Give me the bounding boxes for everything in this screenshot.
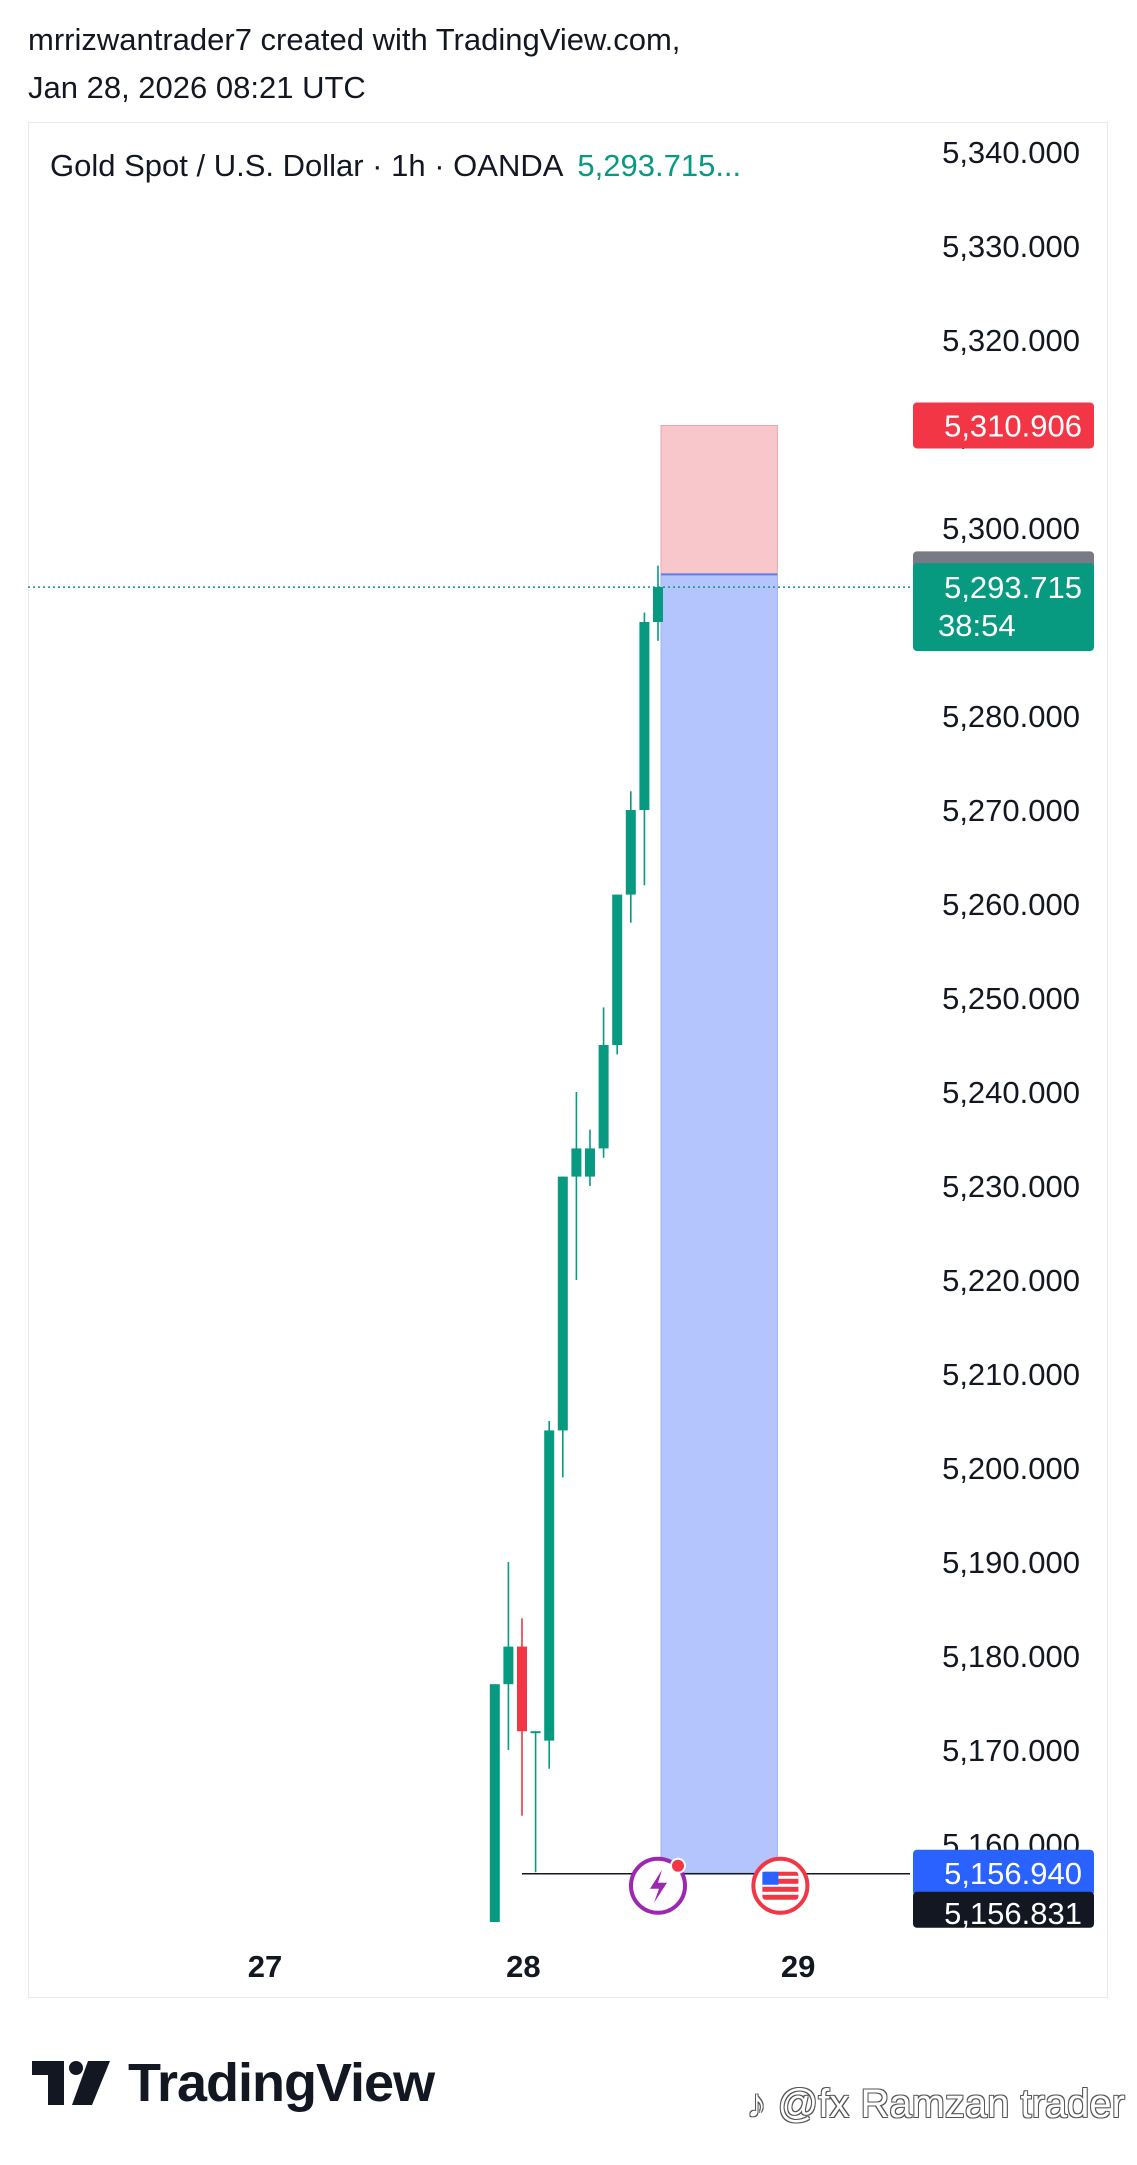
flag-stripe (762, 1883, 799, 1887)
y-axis-tick-label: 5,320.000 (942, 323, 1080, 358)
stop-loss-zone (660, 424, 778, 575)
candle-body (612, 894, 623, 1045)
flag-stripe (762, 1875, 799, 1879)
tradingview-logo: TradingView (32, 2052, 435, 2114)
y-axis-tick-label: 5,280.000 (942, 699, 1080, 734)
candles-group (489, 565, 663, 1922)
candle-body (489, 1684, 500, 1922)
y-axis-tick-label: 5,180.000 (942, 1639, 1080, 1674)
price-tag-label: 5,293.715 (944, 570, 1082, 605)
symbol-legend[interactable]: Gold Spot / U.S. Dollar · 1h · OANDA 5,29… (50, 148, 741, 184)
y-axis-tick-label: 5,330.000 (942, 229, 1080, 264)
y-axis-tick-label: 5,200.000 (942, 1451, 1080, 1486)
candle-body (585, 1148, 595, 1177)
legend-price: 5,293.715... (577, 148, 742, 183)
bar-countdown: 38:54 (938, 608, 1016, 643)
tradingview-wordmark: TradingView (128, 2053, 435, 2113)
y-axis-tick-label: 5,230.000 (942, 1169, 1080, 1204)
y-axis-tick-label: 5,190.000 (942, 1545, 1080, 1580)
chart-timestamp: Jan 28, 2026 08:21 UTC (28, 70, 366, 105)
candle-body (530, 1731, 541, 1734)
price-tag-dark (913, 1891, 1094, 1928)
price-tag-label: 5,156.831 (944, 1896, 1082, 1931)
candle-body (653, 587, 663, 622)
x-axis-tick-label: 29 (781, 1949, 815, 1984)
symbol-description: Gold Spot / U.S. Dollar · 1h · OANDA (50, 148, 564, 183)
y-axis-tick-label: 5,340.000 (942, 135, 1080, 170)
tradingview-logo-icon (32, 2061, 110, 2105)
candle-body (544, 1430, 555, 1741)
y-axis-tick-label: 5,210.000 (942, 1357, 1080, 1392)
watermark: ♪ @fx Ramzan trader (746, 2082, 1125, 2127)
y-axis-tick-label: 5,260.000 (942, 887, 1080, 922)
x-axis-tick-label: 28 (506, 1949, 540, 1984)
candle-body (625, 810, 636, 895)
watermark-text: @fx Ramzan trader (777, 2082, 1125, 2126)
candle-body (598, 1045, 609, 1149)
candle-body (517, 1646, 527, 1732)
y-axis-tick-label: 5,250.000 (942, 981, 1080, 1016)
take-profit-zone (660, 573, 778, 1874)
flag-canton (762, 1871, 779, 1885)
price-tag-label: 5,310.906 (944, 408, 1082, 443)
y-axis-tick-label: 5,300.000 (942, 511, 1080, 546)
y-axis-tick-label: 5,220.000 (942, 1263, 1080, 1298)
candle-body (557, 1176, 568, 1431)
candle-body (571, 1148, 582, 1177)
douyin-icon: ♪ (746, 2082, 767, 2126)
chart-canvas[interactable]: 5,340.0005,330.0005,320.0005,310.0005,30… (0, 0, 1137, 2010)
candle-body (639, 622, 650, 810)
price-tag-target (913, 1849, 1094, 1896)
y-axis-tick-label: 5,170.000 (942, 1733, 1080, 1768)
event-alert-dot (670, 1857, 686, 1874)
y-axis-tick-label: 5,240.000 (942, 1075, 1080, 1110)
chart-author-line: mrrizwantrader7 created with TradingView… (28, 22, 681, 57)
price-tag-entry (913, 563, 1094, 652)
x-axis-tick-label: 27 (248, 1949, 282, 1984)
price-tag-label: 5,156.940 (944, 1856, 1082, 1891)
lightning-bolt-icon (650, 1869, 667, 1903)
y-axis-tick-label: 5,270.000 (942, 793, 1080, 828)
candle-body (503, 1646, 514, 1685)
flag-stripe (762, 1891, 799, 1895)
chart-frame (28, 122, 1108, 1998)
price-tag-stop (913, 402, 1094, 449)
